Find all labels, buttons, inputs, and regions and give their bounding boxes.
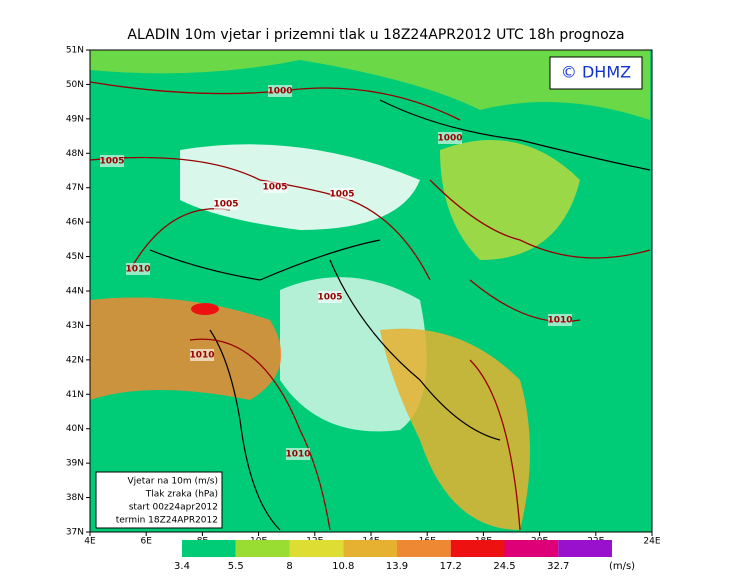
map-area (89, 49, 653, 533)
isobar-label: 1005 (213, 200, 238, 210)
strong-wind (90, 297, 282, 400)
lat-label: 48N (66, 149, 84, 159)
wind-field (90, 50, 650, 120)
lat-label: 49N (66, 114, 84, 124)
isobar-label-bg (126, 263, 150, 275)
isobar-label-bg (190, 349, 214, 361)
isobar-label-bg (438, 132, 462, 144)
legend-swatch (397, 540, 451, 557)
legend-label: 32.7 (547, 561, 569, 572)
lat-label: 38N (66, 493, 84, 503)
info-line: Vjetar na 10m (m/s) (128, 477, 218, 487)
lat-label: 41N (66, 390, 84, 400)
isobar-label: 1010 (125, 265, 150, 275)
lat-label: 51N (66, 46, 84, 56)
lat-label: 44N (66, 287, 84, 297)
lon-label: 4E (84, 537, 96, 547)
info-box (95, 471, 223, 529)
legend-swatch (235, 540, 290, 557)
isobar-label-bg (318, 291, 342, 303)
isobar-label: 1005 (329, 190, 354, 200)
legend-label: 17.2 (440, 561, 462, 572)
logo-box (549, 56, 643, 90)
wind-field (440, 140, 580, 260)
isobar-label: 1010 (189, 351, 214, 361)
isobar-label: 1005 (317, 293, 342, 303)
legend-swatch (343, 540, 397, 557)
lat-label: 47N (66, 183, 84, 193)
isobar-label-bg (330, 188, 354, 200)
legend-swatch (289, 540, 344, 557)
legend-swatch (450, 540, 505, 557)
coastline (149, 99, 651, 531)
legend-label: 3.4 (174, 561, 190, 572)
isobar-label-bg (548, 314, 572, 326)
isobar-label-bg (263, 181, 287, 193)
title: ALADIN 10m vjetar i prizemni tlak u 18Z2… (127, 27, 624, 43)
legend-label: 8 (286, 561, 292, 572)
lat-label: 50N (66, 80, 84, 90)
lat-label: 42N (66, 355, 84, 365)
lon-label: 6E (140, 537, 152, 547)
strong-wind (380, 328, 530, 530)
info-line: Tlak zraka (hPa) (145, 490, 218, 500)
isobar-label-bg (268, 85, 292, 97)
isobar-label: 1000 (267, 87, 292, 97)
isobar-label-bg (214, 198, 238, 210)
lat-label: 39N (66, 459, 84, 469)
isobar-label: 1000 (437, 134, 462, 144)
legend-swatch (504, 540, 559, 557)
lat-label: 43N (66, 321, 84, 331)
isobar-label: 1005 (99, 157, 124, 167)
legend-swatch (182, 540, 236, 557)
calm-area (280, 277, 427, 432)
isobar-label: 1005 (262, 183, 287, 193)
lat-label: 40N (66, 424, 84, 434)
lat-label: 45N (66, 252, 84, 262)
lat-label: 46N (66, 218, 84, 228)
isobar-label-bg (286, 448, 310, 460)
info-line: termin 18Z24APR2012 (116, 516, 218, 526)
isobar-label-bg (100, 155, 124, 167)
strong-wind (191, 303, 219, 315)
legend-label: 24.5 (493, 561, 515, 572)
isobar-label: 1010 (547, 316, 572, 326)
lat-label: 37N (66, 528, 84, 538)
lon-label: 24E (643, 537, 660, 547)
legend-label: 10.8 (332, 561, 354, 572)
legend-label: 13.9 (386, 561, 408, 572)
isobar-label: 1010 (285, 450, 310, 460)
logo: © DHMZ (561, 63, 631, 82)
legend-unit: (m/s) (609, 561, 635, 572)
legend-label: 5.5 (228, 561, 244, 572)
info-line: start 00z24apr2012 (129, 503, 218, 513)
legend-swatch (558, 540, 612, 557)
